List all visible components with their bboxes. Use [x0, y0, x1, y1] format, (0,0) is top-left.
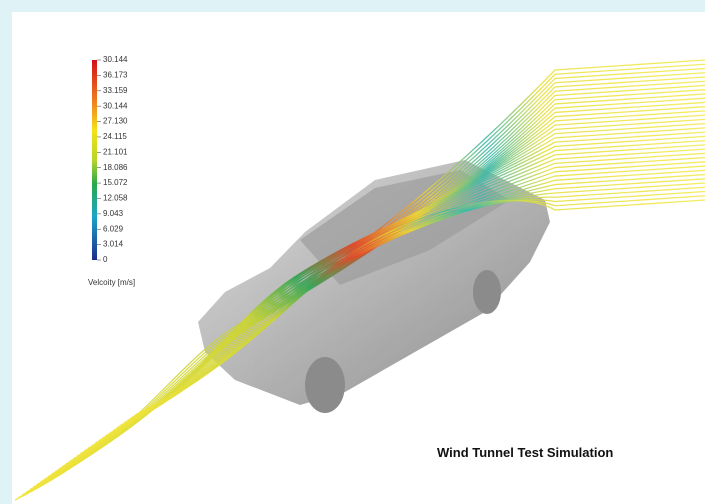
tick-label: 0 — [103, 255, 108, 264]
tick-label: 21.101 — [103, 147, 128, 156]
tick-label: 9.043 — [103, 209, 124, 218]
streamline — [134, 199, 705, 416]
streamline — [91, 148, 705, 447]
streamline — [83, 139, 705, 452]
caption: Wind Tunnel Test Simulation — [437, 445, 613, 460]
colorbar — [92, 60, 97, 260]
tick-label: 30.144 — [103, 55, 128, 64]
streamline — [87, 144, 705, 450]
streamline — [98, 156, 705, 442]
tick-label: 27.130 — [103, 117, 128, 126]
tick-label: 6.029 — [103, 224, 124, 233]
wheel — [305, 357, 345, 413]
colorbar-ticks: 30.144 36.173 33.159 30.144 27.130 24.115 21.1… — [97, 55, 128, 264]
streamline — [94, 152, 705, 444]
streamlines — [14, 59, 705, 501]
tick-label: 3.014 — [103, 240, 124, 249]
tick-label: 12.058 — [103, 194, 128, 203]
wheel — [473, 270, 501, 314]
tick-label: 15.072 — [103, 178, 128, 187]
tick-label: 36.173 — [103, 70, 128, 79]
tick-label: 18.086 — [103, 163, 128, 172]
tick-label: 30.144 — [103, 101, 128, 110]
legend-label: Velcoity [m/s] — [88, 278, 135, 287]
tick-label: 33.159 — [103, 86, 128, 95]
tick-label: 24.115 — [103, 132, 127, 141]
